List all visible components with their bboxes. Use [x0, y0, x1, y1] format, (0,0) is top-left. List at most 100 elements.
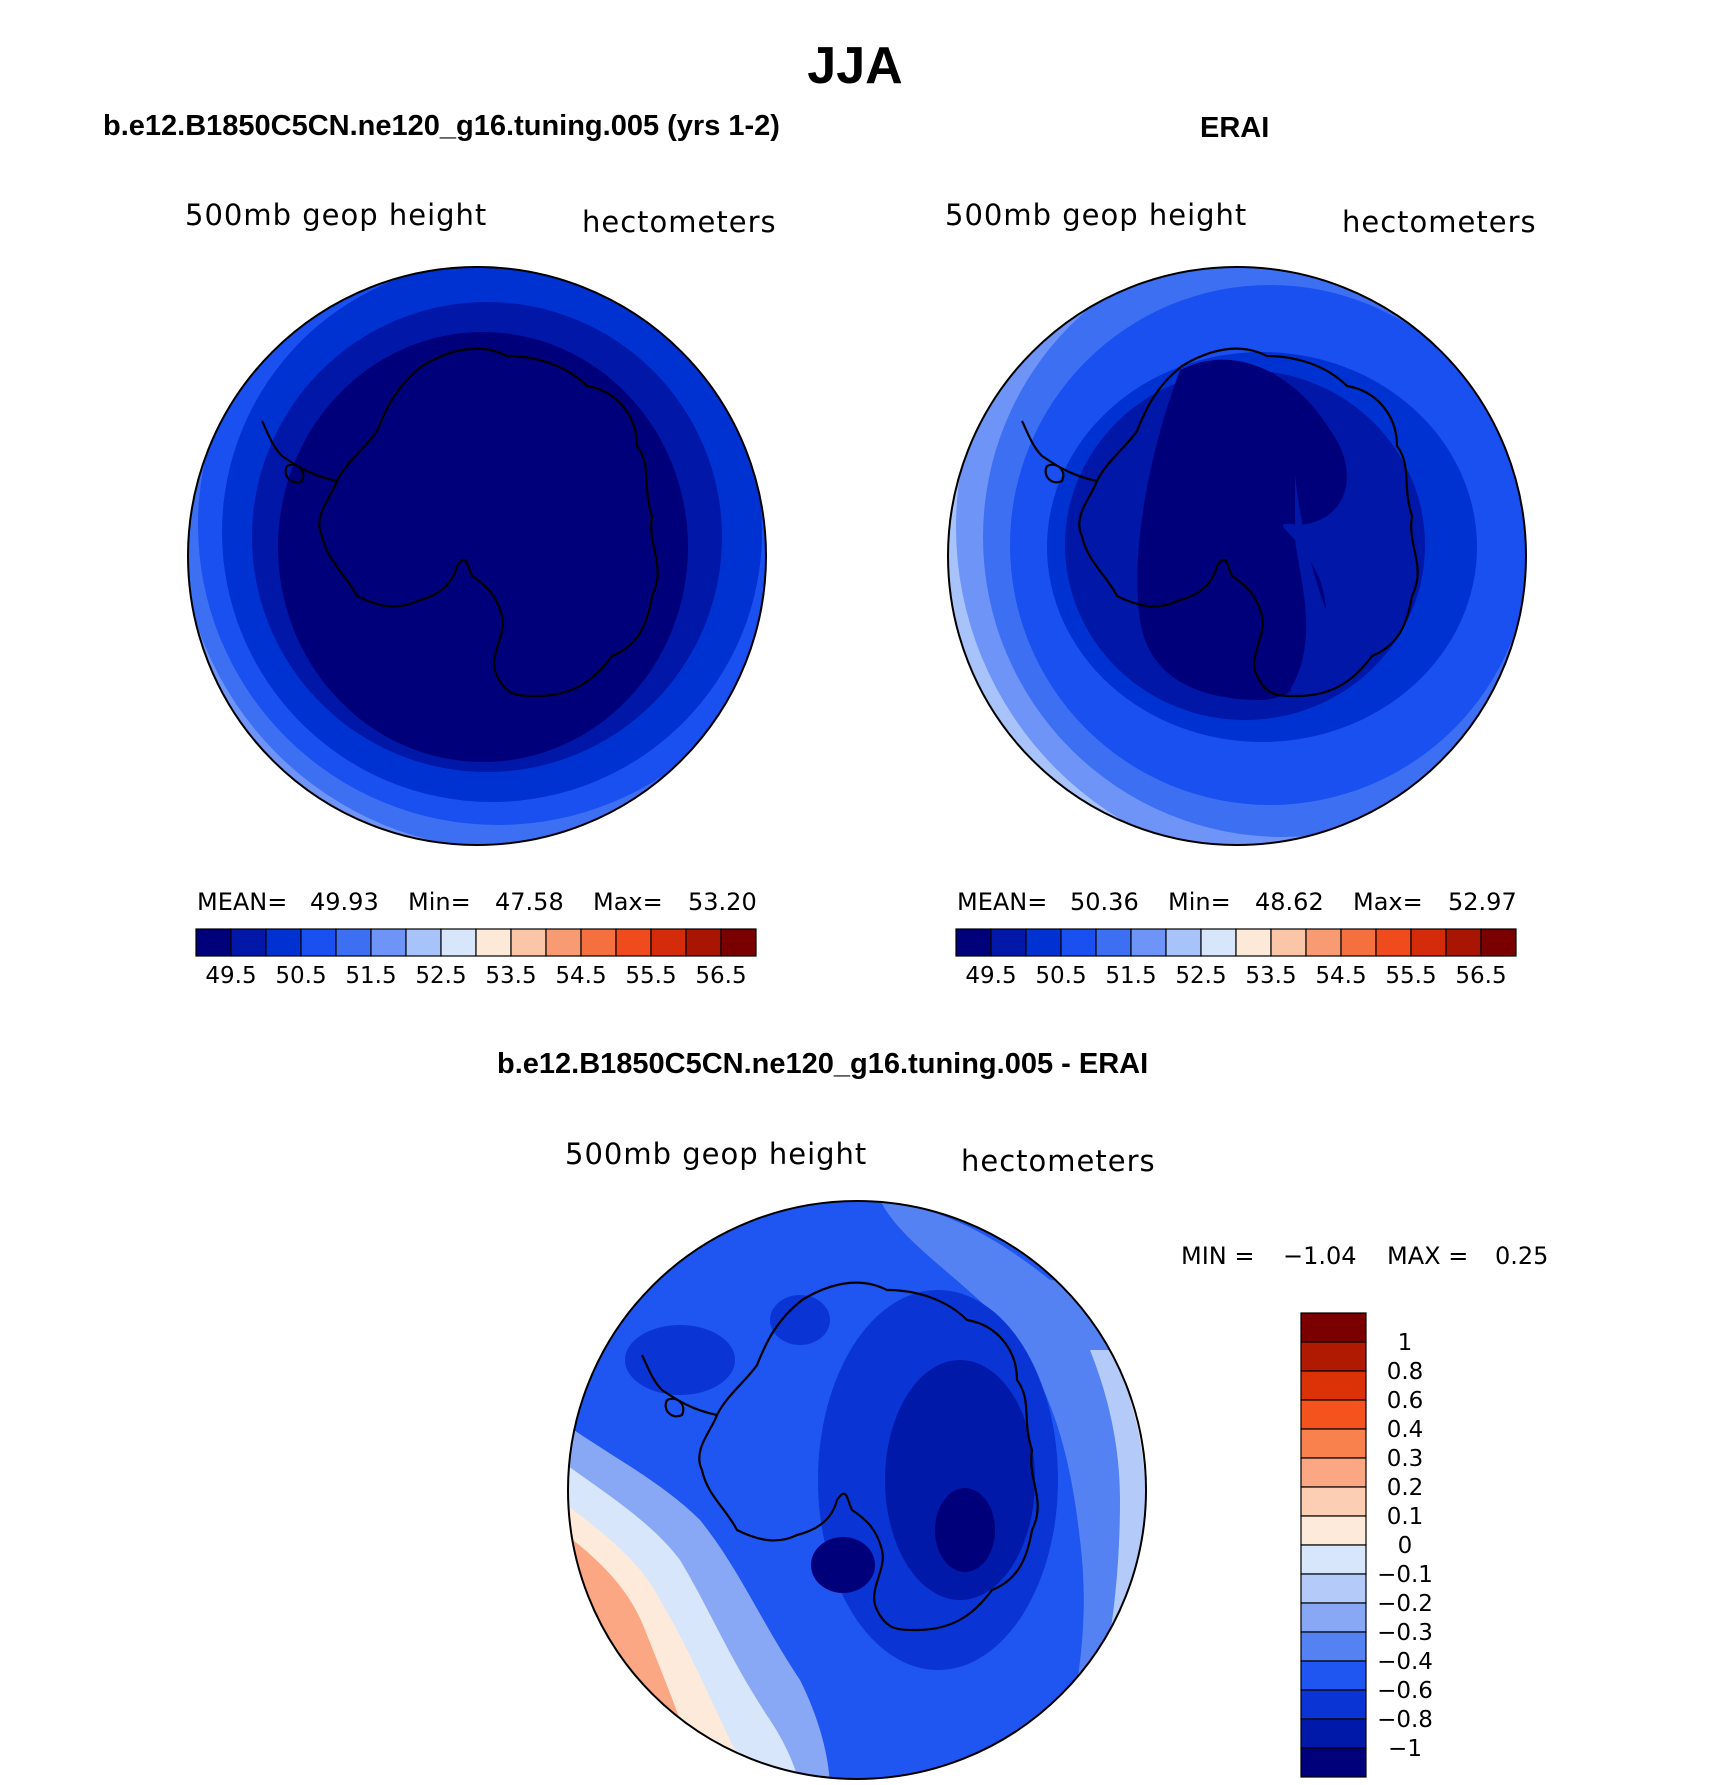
- panel-1-colorbar-tick-label: 53.5: [485, 963, 536, 989]
- panel-3-max-value: 0.25: [1495, 1242, 1549, 1270]
- panel-3-colorbar-tick-label: −0.1: [1377, 1562, 1433, 1588]
- panel-2-colorbar-tick-label: 54.5: [1315, 963, 1366, 989]
- panel-3-colorbar-swatch: [1300, 1341, 1367, 1372]
- panel-3-map-border: [567, 1200, 1147, 1780]
- panel-1-colorbar-swatch: [510, 928, 547, 957]
- panel-2-colorbar-swatch: [1410, 928, 1447, 957]
- panel-1-map: [188, 267, 766, 845]
- panel-3-contour-neg1-min: [935, 1488, 995, 1572]
- panel-2-min-value: 48.62: [1255, 888, 1324, 916]
- panel-2-colorbar-swatch: [1060, 928, 1097, 957]
- panel-2-map-border: [947, 266, 1527, 846]
- panel-3-colorbar-swatch: [1300, 1631, 1367, 1662]
- panel-1-colorbar-tick-label: 51.5: [345, 963, 396, 989]
- panel-1-colorbar-swatch: [230, 928, 267, 957]
- panel-3-contour-neg0.4-east: [880, 1201, 1146, 1779]
- panel-3-contour-neg0.8-north: [770, 1295, 830, 1345]
- panel-1-mean-value: 49.93: [310, 888, 379, 916]
- panel-3-colorbar-tick-label: 0.4: [1387, 1417, 1424, 1443]
- panel-2-colorbar-swatch: [1270, 928, 1307, 957]
- panel-3-colorbar-tick-label: −0.2: [1377, 1591, 1433, 1617]
- panel-2-colorbar-swatch: [1200, 928, 1237, 957]
- panel-1-colorbar-tick-label: 50.5: [275, 963, 326, 989]
- panel-2-colorbar-swatch: [1340, 928, 1377, 957]
- panel-2-colorbar-tick-label: 55.5: [1385, 963, 1436, 989]
- panel-3-colorbar-swatch: [1300, 1428, 1367, 1459]
- panel-1-colorbar-swatch: [545, 928, 582, 957]
- panel-2-mean-value: 50.36: [1070, 888, 1139, 916]
- panel-2-colorbar-swatch: [1130, 928, 1167, 957]
- panel-3-colorbar-tick-label: −0.6: [1377, 1678, 1433, 1704]
- panel-1-colorbar-tick-label: 52.5: [415, 963, 466, 989]
- panel-1-max-label: Max=: [593, 888, 663, 916]
- panel-1-map-border: [187, 266, 767, 846]
- figure-title: JJA: [807, 37, 903, 95]
- panel-3-contour-neg0.8-northwest: [625, 1325, 735, 1395]
- panel-3-colorbar-swatch: [1300, 1718, 1367, 1749]
- panel-2-colorbar-swatch: [1305, 928, 1342, 957]
- panel-3-colorbar-tick-label: 0.8: [1387, 1359, 1424, 1385]
- panel-1-colorbar-swatch: [300, 928, 337, 957]
- panel-3-colorbar-swatch: [1300, 1457, 1367, 1488]
- panel-3-variable-label: 500mb geop height: [565, 1137, 868, 1171]
- panel-1-colorbar-swatch: [335, 928, 372, 957]
- panel-2-colorbar-swatch: [990, 928, 1027, 957]
- panel-3-colorbar-tick-label: −1: [1388, 1736, 1422, 1762]
- panel-3-colorbar-tick-label: 0.3: [1387, 1446, 1424, 1472]
- panel-3-colorbar-swatch: [1300, 1747, 1367, 1778]
- panel-3-colorbar-tick-label: 0.6: [1387, 1388, 1424, 1414]
- panel-2-colorbar-swatch: [955, 928, 992, 957]
- panel-3-colorbar-swatch: [1300, 1660, 1367, 1691]
- panel-1-mean-label: MEAN=: [197, 888, 288, 916]
- panel-2-colorbar-tick-label: 50.5: [1035, 963, 1086, 989]
- panel-1-colorbar-swatch: [265, 928, 302, 957]
- panel-3-colorbar-swatch: [1300, 1486, 1367, 1517]
- panel-3-max-label: MAX =: [1387, 1242, 1469, 1270]
- panel-3-colorbar-swatch: [1300, 1573, 1367, 1604]
- panel-2-colorbar-tick-label: 52.5: [1175, 963, 1226, 989]
- panel-3-colorbar-tick-label: 0.2: [1387, 1475, 1424, 1501]
- panel-3-colorbar-swatch: [1300, 1399, 1367, 1430]
- panel-1-colorbar-swatch: [440, 928, 477, 957]
- panel-2-units-label: hectometers: [1342, 205, 1537, 239]
- panel-1-max-value: 53.20: [688, 888, 757, 916]
- panel-1-colorbar-swatch: [720, 928, 757, 957]
- panel-1-colorbar-swatch: [650, 928, 687, 957]
- panel-2-colorbar-tick-label: 49.5: [965, 963, 1016, 989]
- panel-2-colorbar-swatch: [1235, 928, 1272, 957]
- panel-3-contour-neg1: [885, 1360, 1035, 1600]
- panel-3-colorbar-swatch: [1300, 1370, 1367, 1401]
- panel-2-colorbar-swatch: [1095, 928, 1132, 957]
- panel-2-max-value: 52.97: [1448, 888, 1517, 916]
- panel-1-colorbar-swatch: [685, 928, 722, 957]
- panel-1-colorbar-swatch: [615, 928, 652, 957]
- panel-1-min-value: 47.58: [495, 888, 564, 916]
- panel-1-colorbar-swatch: [475, 928, 512, 957]
- panel-1-contour-49.5: [278, 332, 688, 762]
- panel-3-min-label: MIN =: [1181, 1242, 1255, 1270]
- panel-2-colorbar-swatch: [1165, 928, 1202, 957]
- panel-1-colorbar-swatch: [370, 928, 407, 957]
- panel-2-colorbar-tick-label: 56.5: [1455, 963, 1506, 989]
- panel-2-contour-50-tongue: [1290, 475, 1332, 693]
- panel-1-colorbar-tick-label: 49.5: [205, 963, 256, 989]
- panel-2-colorbar-swatch: [1445, 928, 1482, 957]
- panel-2-max-label: Max=: [1353, 888, 1423, 916]
- panel-2-colorbar-tick-label: 51.5: [1105, 963, 1156, 989]
- panel-1-colorbar-swatch: [580, 928, 617, 957]
- panel-3-colorbar-swatch: [1300, 1602, 1367, 1633]
- panel-3-colorbar-swatch: [1300, 1689, 1367, 1720]
- panel-2-min-label: Min=: [1168, 888, 1231, 916]
- panel-3-colorbar-tick-label: 0: [1398, 1533, 1413, 1559]
- panel-1-colorbar-swatch: [195, 928, 232, 957]
- panel-1-colorbar-tick-label: 56.5: [695, 963, 746, 989]
- panel-2-colorbar-tick-label: 53.5: [1245, 963, 1296, 989]
- panel-3-colorbar-tick-label: −0.3: [1377, 1620, 1433, 1646]
- panel-3-map: [568, 1201, 1146, 1779]
- panel-3-contour-neg1-min-2: [811, 1537, 875, 1593]
- panel-3-colorbar-tick-label: −0.4: [1377, 1649, 1433, 1675]
- panel-2-contour-49.5: [1137, 359, 1347, 700]
- panel-1-min-label: Min=: [408, 888, 471, 916]
- panel-2-mean-label: MEAN=: [957, 888, 1048, 916]
